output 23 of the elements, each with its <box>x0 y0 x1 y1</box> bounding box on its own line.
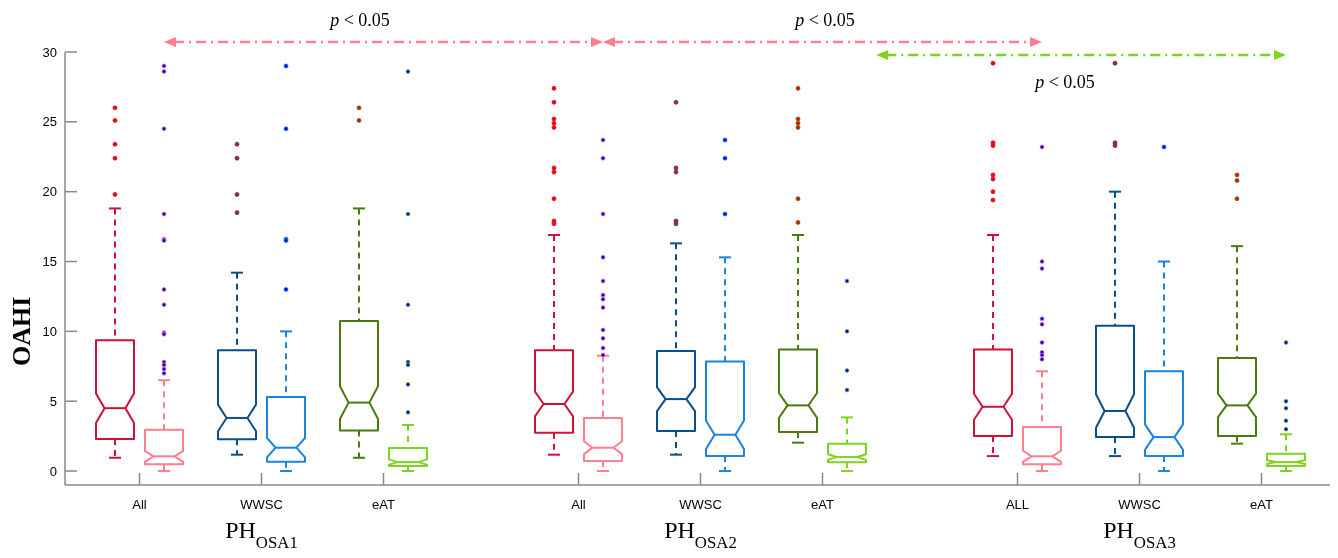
y-tick-label: 10 <box>42 323 57 339</box>
y-tick-label: 30 <box>42 44 57 60</box>
y-tick-label: 0 <box>49 463 57 479</box>
x-tick-label: WWSC <box>240 497 283 512</box>
x-tick-label: eAT <box>372 497 395 512</box>
text: p < 0.05 <box>793 10 855 30</box>
text: PH$_{OSA1}$ <box>225 517 298 552</box>
y-tick-label: 25 <box>42 114 57 130</box>
x-tick-label: All <box>132 497 147 512</box>
x-tick-label: eAT <box>1250 497 1273 512</box>
x-tick-label: eAT <box>811 497 834 512</box>
x-tick-label: WWSC <box>679 497 722 512</box>
y-axis-title: OAHI <box>7 296 36 367</box>
x-tick-label: WWSC <box>1118 497 1161 512</box>
text: PH$_{OSA3}$ <box>1103 517 1176 552</box>
text: PH$_{OSA2}$ <box>664 517 737 552</box>
y-tick-label: 15 <box>42 254 57 270</box>
annotation: p < 0.05 <box>1033 72 1095 92</box>
text: p < 0.05 <box>328 10 390 30</box>
y-tick-label: 20 <box>42 184 57 200</box>
x-tick-label: All <box>571 497 586 512</box>
x-tick-label: ALL <box>1005 497 1030 512</box>
y-tick-label: 5 <box>49 393 57 409</box>
